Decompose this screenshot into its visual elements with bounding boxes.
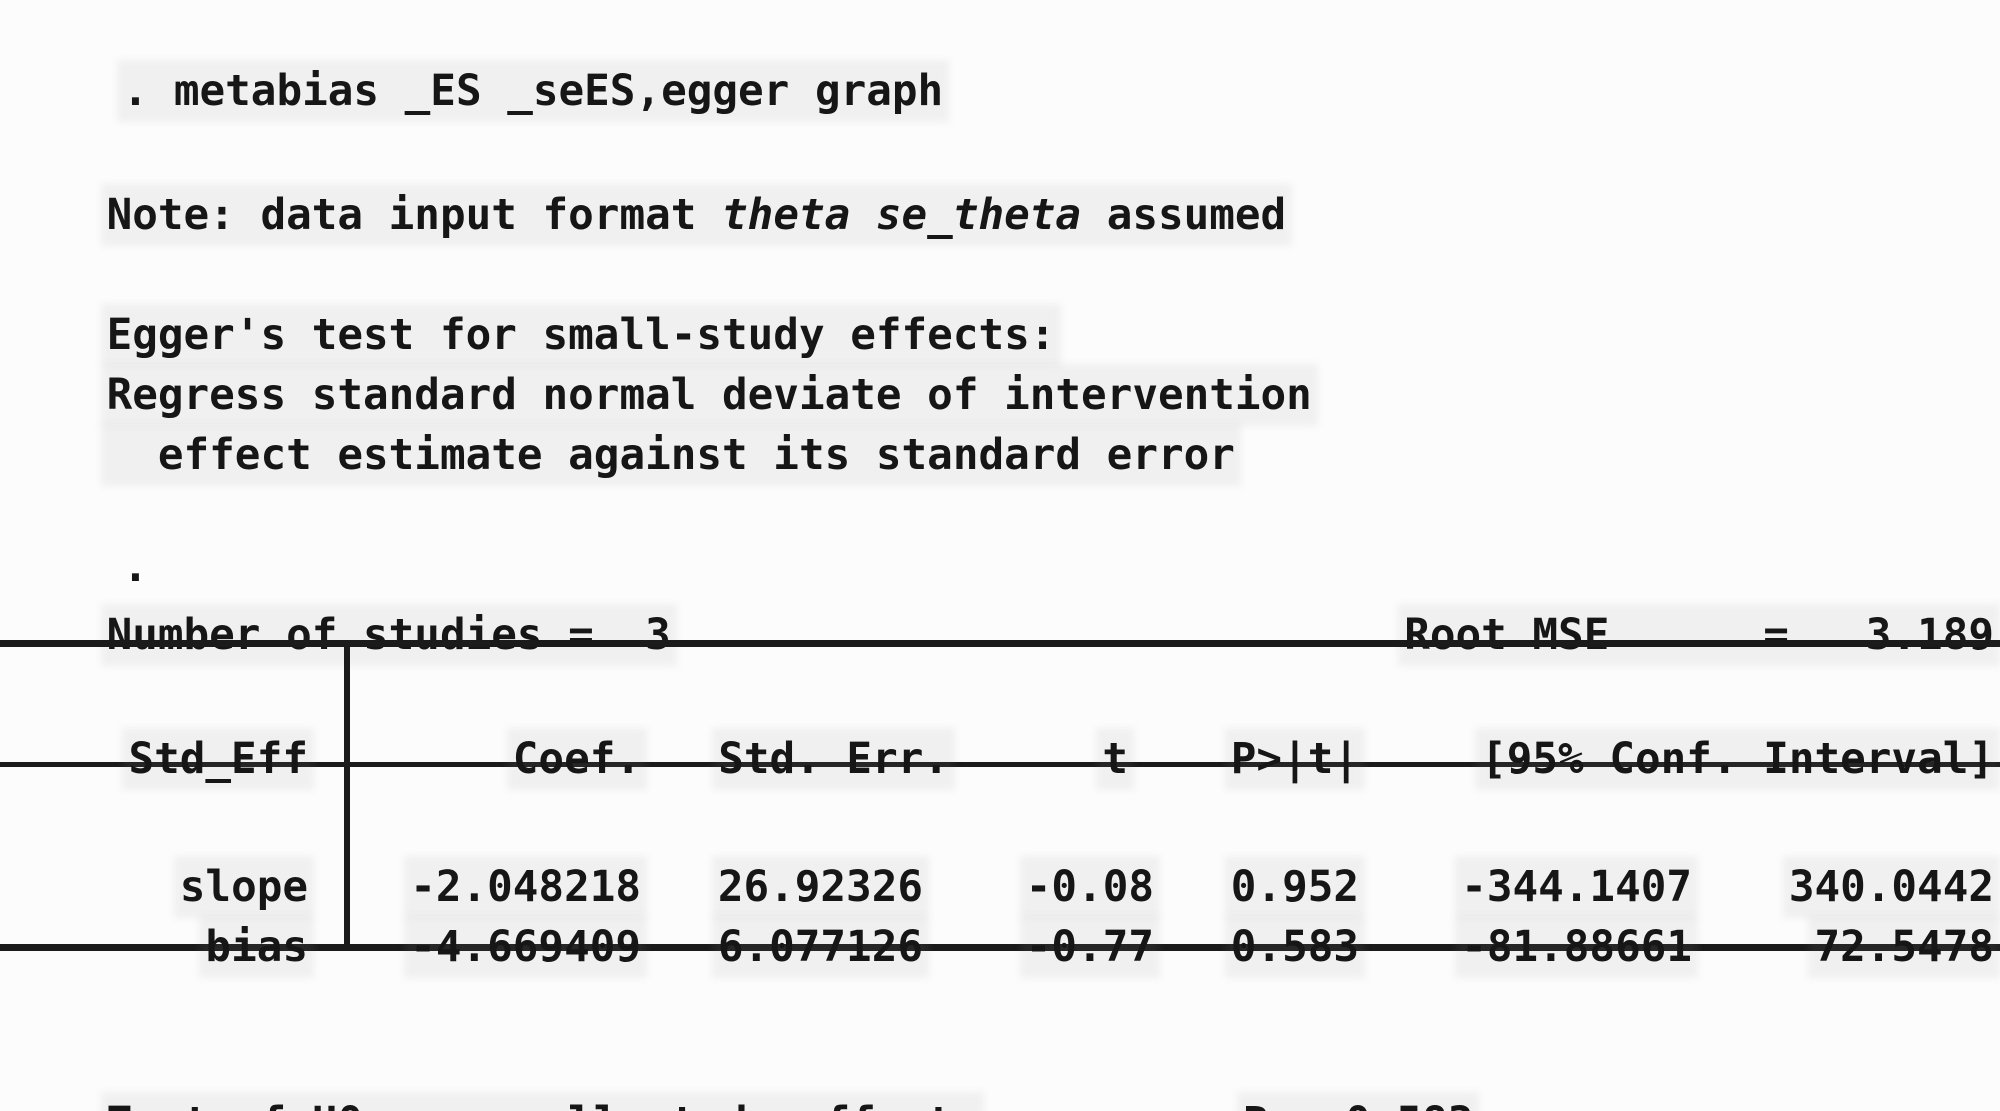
note-prefix: Note: data input format bbox=[106, 190, 723, 240]
table-header-rule bbox=[0, 762, 2000, 767]
row-label: slope bbox=[179, 862, 308, 912]
coef-value: -4.669409 bbox=[410, 922, 641, 972]
command-text: . metabias _ES _seES,egger graph bbox=[122, 66, 944, 116]
t-value: -0.08 bbox=[1025, 862, 1154, 912]
number-of-studies: Number of studies = 3 bbox=[106, 610, 671, 660]
p-value: 0.952 bbox=[1230, 862, 1359, 912]
command-line: . metabias _ES _seES,egger graph bbox=[20, 16, 944, 116]
column-header-std-err: Std. Err. bbox=[718, 734, 949, 784]
summary-line: Number of studies = 3 bbox=[4, 560, 671, 660]
h0-test-line: Test of H0: no small-study effects bbox=[4, 1048, 979, 1111]
note-suffix: assumed bbox=[1081, 190, 1287, 240]
column-header-p: P>|t| bbox=[1230, 734, 1359, 784]
column-header-t: t bbox=[1102, 734, 1128, 784]
note-emphasis: theta se_theta bbox=[722, 190, 1082, 240]
std-err-value: 26.92326 bbox=[717, 862, 923, 912]
table-column-divider bbox=[344, 640, 350, 951]
ci-low-value: -81.88661 bbox=[1461, 922, 1692, 972]
egger-description-line-1: Egger's test for small-study effects: bbox=[106, 310, 1056, 360]
prompt-dot: . bbox=[122, 542, 149, 592]
t-value: -0.77 bbox=[1025, 922, 1154, 972]
ci-high-value: 340.0442 bbox=[1788, 862, 1994, 912]
egger-description-line-3: effect estimate against its standard err… bbox=[106, 430, 1235, 480]
std-err-value: 6.077126 bbox=[717, 922, 923, 972]
note-line: Note: data input format theta se_theta a… bbox=[4, 140, 1287, 240]
egger-description-line-2: Regress standard normal deviate of inter… bbox=[106, 370, 1312, 420]
p-value: 0.583 bbox=[1230, 922, 1359, 972]
root-mse: Root MSE = 3.189 bbox=[1404, 610, 1994, 660]
table-bottom-rule bbox=[0, 944, 2000, 951]
ci-high-value: 72.5478 bbox=[1814, 922, 1994, 972]
h0-test-result: P = 0.583 bbox=[1140, 1048, 1474, 1111]
table-top-rule bbox=[0, 640, 2000, 647]
coef-value: -2.048218 bbox=[410, 862, 641, 912]
ci-low-value: -344.1407 bbox=[1461, 862, 1692, 912]
column-header-conf-interval: [95% Conf. Interval] bbox=[1481, 734, 1994, 784]
row-label: bias bbox=[205, 922, 308, 972]
column-header-coef: Coef. bbox=[512, 734, 641, 784]
column-header-std-eff: Std_Eff bbox=[128, 734, 308, 784]
